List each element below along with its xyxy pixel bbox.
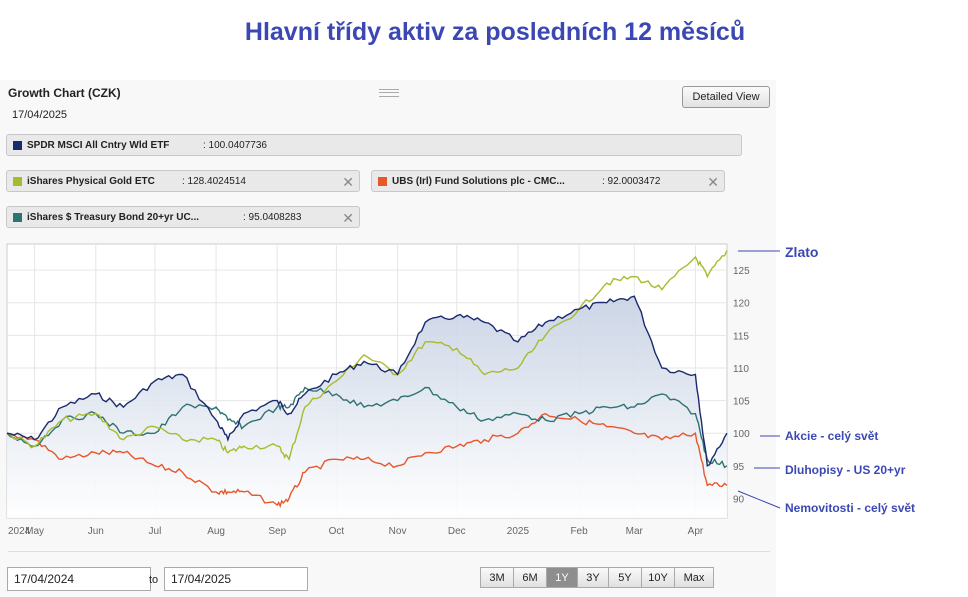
- close-icon[interactable]: ✕: [342, 210, 354, 226]
- legend-name: SPDR MSCI All Cntry Wld ETF: [27, 140, 170, 151]
- close-icon[interactable]: ✕: [342, 174, 354, 190]
- legend-value: : 95.0408283: [243, 212, 302, 223]
- y-tick-label: 110: [733, 364, 749, 375]
- x-tick-label: Feb: [570, 526, 588, 537]
- range-button-10y[interactable]: 10Y: [641, 567, 675, 588]
- legend-name: iShares Physical Gold ETC: [27, 176, 155, 187]
- y-tick-label: 125: [733, 266, 750, 277]
- range-button-3y[interactable]: 3Y: [577, 567, 609, 588]
- y-tick-label: 95: [733, 462, 745, 473]
- legend-swatch: [378, 177, 387, 186]
- legend-swatch: [13, 141, 22, 150]
- page-title: Hlavní třídy aktiv za posledních 12 měsí…: [244, 18, 746, 46]
- range-button-3m[interactable]: 3M: [480, 567, 514, 588]
- annotation-gold: Zlato: [785, 244, 819, 260]
- legend-chip-gold: iShares Physical Gold ETC : 128.4024514 …: [6, 170, 360, 192]
- legend-swatch: [13, 177, 22, 186]
- legend-name: UBS (Irl) Fund Solutions plc - CMC...: [392, 176, 565, 187]
- legend-chip-bonds: iShares $ Treasury Bond 20+yr UC... : 95…: [6, 206, 360, 228]
- range-button-group: 3M 6M 1Y 3Y 5Y 10Y Max: [480, 567, 714, 588]
- x-tick-label: Jul: [149, 526, 162, 537]
- legend-name: iShares $ Treasury Bond 20+yr UC...: [27, 212, 200, 223]
- legend-value: : 128.4024514: [182, 176, 246, 187]
- leader-realestate: [737, 490, 781, 509]
- legend-swatch: [13, 213, 22, 222]
- annotation-bonds: Dluhopisy - US 20+yr: [785, 463, 906, 477]
- range-button-1y[interactable]: 1Y: [546, 567, 578, 588]
- series-line-realestate: [6, 412, 728, 509]
- legend-value: : 100.0407736: [203, 140, 267, 151]
- series-line-gold: [6, 250, 728, 462]
- x-tick-label: Aug: [207, 526, 225, 537]
- series-line-equity: [6, 295, 728, 467]
- x-tick-label: Sep: [268, 526, 286, 537]
- range-button-5y[interactable]: 5Y: [608, 567, 642, 588]
- panel-title: Growth Chart (CZK): [8, 86, 121, 100]
- x-tick-label: Jun: [88, 526, 104, 537]
- to-date-input[interactable]: 17/04/2025: [164, 567, 308, 591]
- x-tick-label: Mar: [626, 526, 644, 537]
- close-icon[interactable]: ✕: [707, 174, 719, 190]
- annotation-leaders: [737, 250, 781, 509]
- legend-chip-realestate: UBS (Irl) Fund Solutions plc - CMC... : …: [371, 170, 725, 192]
- from-date-input[interactable]: 17/04/2024: [7, 567, 151, 591]
- annotation-equity: Akcie - celý svět: [785, 429, 879, 443]
- y-tick-label: 115: [733, 331, 749, 342]
- series-area-equity: [7, 296, 727, 518]
- x-tick-label: Dec: [448, 526, 466, 537]
- y-tick-label: 105: [733, 397, 750, 408]
- drag-handle-icon[interactable]: [379, 89, 399, 97]
- range-button-max[interactable]: Max: [674, 567, 714, 588]
- x-tick-label: May: [25, 526, 44, 537]
- x-tick-label: 2025: [507, 526, 530, 537]
- y-tick-label: 120: [733, 299, 750, 310]
- detailed-view-button[interactable]: Detailed View: [682, 86, 770, 108]
- x-tick-label: Nov: [389, 526, 407, 537]
- panel-date: 17/04/2025: [12, 109, 68, 121]
- divider: [8, 551, 770, 552]
- x-tick-label: Oct: [329, 526, 345, 537]
- legend-chip-equity: SPDR MSCI All Cntry Wld ETF : 100.040773…: [6, 134, 742, 156]
- annotation-realestate: Nemovitosti - celý svět: [785, 501, 916, 515]
- y-tick-label: 90: [733, 494, 745, 505]
- range-button-6m[interactable]: 6M: [513, 567, 547, 588]
- x-tick-label: 2024: [8, 526, 31, 537]
- legend-value: : 92.0003472: [602, 176, 661, 187]
- to-label: to: [149, 574, 159, 586]
- x-tick-label: Apr: [688, 526, 704, 537]
- y-tick-label: 100: [733, 429, 750, 440]
